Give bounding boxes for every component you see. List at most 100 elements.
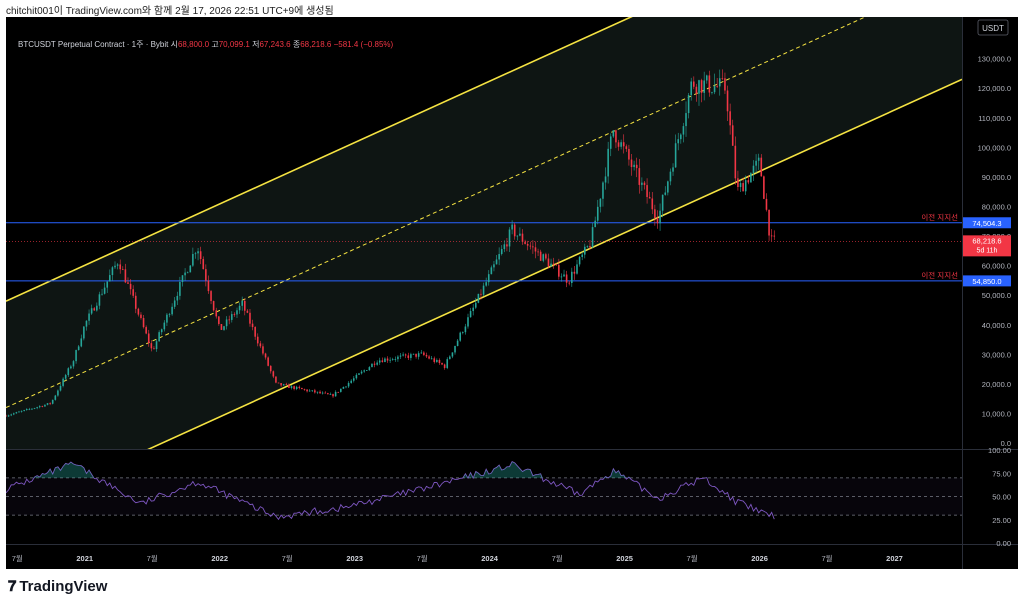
candle-body <box>674 143 677 168</box>
candle-body <box>583 246 586 255</box>
candle-body <box>31 408 33 410</box>
candle-body <box>506 244 508 247</box>
rsi-line <box>5 461 775 521</box>
legend-low: 67,243.6 <box>259 40 291 49</box>
candle-body <box>500 249 503 255</box>
candle-body <box>454 346 456 353</box>
candle-body <box>737 178 739 188</box>
candle-body <box>41 406 44 407</box>
candle-body <box>703 80 705 93</box>
grid-layer <box>6 17 1018 569</box>
candle-body <box>285 384 288 386</box>
candle-body <box>441 362 443 365</box>
candle-body <box>46 403 49 405</box>
candle-body <box>386 358 389 361</box>
candle-body <box>519 233 521 236</box>
support-annotation-2: 이전 지지선 <box>921 270 958 280</box>
candle-body <box>511 224 513 230</box>
candle-body <box>604 176 607 183</box>
time-tick-label: 7월 <box>147 553 158 563</box>
time-tick-label: 2025 <box>616 554 633 563</box>
candle-body <box>301 387 303 390</box>
candle-body <box>238 305 241 311</box>
candle-body <box>433 358 436 362</box>
candle-body <box>288 384 290 388</box>
candle-body <box>742 183 744 192</box>
legend-symbol: BTCUSDT Perpetual Contract · 1주 · Bybit <box>18 40 169 49</box>
candle-body <box>142 318 145 328</box>
candle-body <box>729 111 731 126</box>
time-tick-label: 7월 <box>687 553 698 563</box>
candle-body <box>181 275 184 282</box>
chart-canvas[interactable]: 130,000.0 120,000.0 110,000.0 100,000.0 90,0… <box>5 17 1018 569</box>
candle-body <box>220 323 223 330</box>
candle-body <box>539 251 542 261</box>
candle-body <box>350 380 352 383</box>
candle-body <box>451 352 454 357</box>
candle-body <box>365 370 368 371</box>
candle-body <box>446 359 449 368</box>
candle-body <box>667 181 669 193</box>
candle-body <box>192 254 194 266</box>
candle-body <box>617 142 620 147</box>
candle-body <box>251 323 254 328</box>
candle-body <box>264 353 267 358</box>
candle-body <box>179 281 181 296</box>
candle-body <box>677 139 680 144</box>
candle-body <box>293 386 295 389</box>
candle-body <box>360 371 363 374</box>
candle-body <box>199 251 202 260</box>
candle-body <box>249 312 251 324</box>
candle-body <box>596 206 599 221</box>
rsi-layer <box>5 461 962 521</box>
candle-body <box>521 233 524 242</box>
candle-body <box>560 276 563 278</box>
candle-body <box>516 235 519 237</box>
candle-body <box>755 160 757 166</box>
candle-body <box>101 293 103 295</box>
price-tick-label: 10,000.0 <box>982 410 1011 419</box>
candle-body <box>739 183 742 188</box>
candle-body <box>449 356 451 360</box>
symbol-legend: BTCUSDT Perpetual Contract · 1주 · Bybit … <box>18 39 393 50</box>
candle-body <box>36 407 38 409</box>
price-tick-label: 80,000.0 <box>982 203 1011 212</box>
candle-body <box>768 209 770 236</box>
legend-change: −581.4 (−0.85%) <box>333 40 394 49</box>
candle-body <box>565 274 568 283</box>
time-tick-label: 7월 <box>821 553 832 563</box>
candle-body <box>420 352 423 354</box>
candle-body <box>160 329 163 333</box>
candle-body <box>705 75 708 81</box>
rsi-band <box>6 477 962 516</box>
price-tick-label: 50,000.0 <box>982 291 1011 300</box>
candle-body <box>111 267 114 276</box>
candle-body <box>589 246 591 248</box>
candle-body <box>347 382 350 387</box>
candle-body <box>186 272 189 274</box>
candle-body <box>67 368 70 376</box>
candle-body <box>599 198 602 207</box>
candle-body <box>482 285 485 295</box>
candle-body <box>430 358 433 360</box>
legend-close: 68,218.6 <box>300 40 332 49</box>
candle-body <box>462 332 464 333</box>
candle-body <box>363 370 365 372</box>
candle-body <box>687 95 690 114</box>
candle-body <box>158 332 160 342</box>
candle-body <box>394 359 397 360</box>
candle-body <box>155 341 158 350</box>
candle-body <box>602 182 604 199</box>
candle-body <box>342 386 345 389</box>
candle-body <box>316 391 319 393</box>
axes-layer: 130,000.0 120,000.0 110,000.0 100,000.0 90,0… <box>12 19 1011 563</box>
time-tick-label: 7월 <box>282 553 293 563</box>
candle-body <box>85 320 88 327</box>
candle-body <box>329 394 332 395</box>
candle-body <box>524 241 526 244</box>
tradingview-brand[interactable]: 𝟕 TradingView <box>8 578 107 595</box>
candle-body <box>106 281 109 288</box>
candle-body <box>44 404 46 407</box>
candle-body <box>402 354 404 356</box>
candle-body <box>581 254 583 257</box>
